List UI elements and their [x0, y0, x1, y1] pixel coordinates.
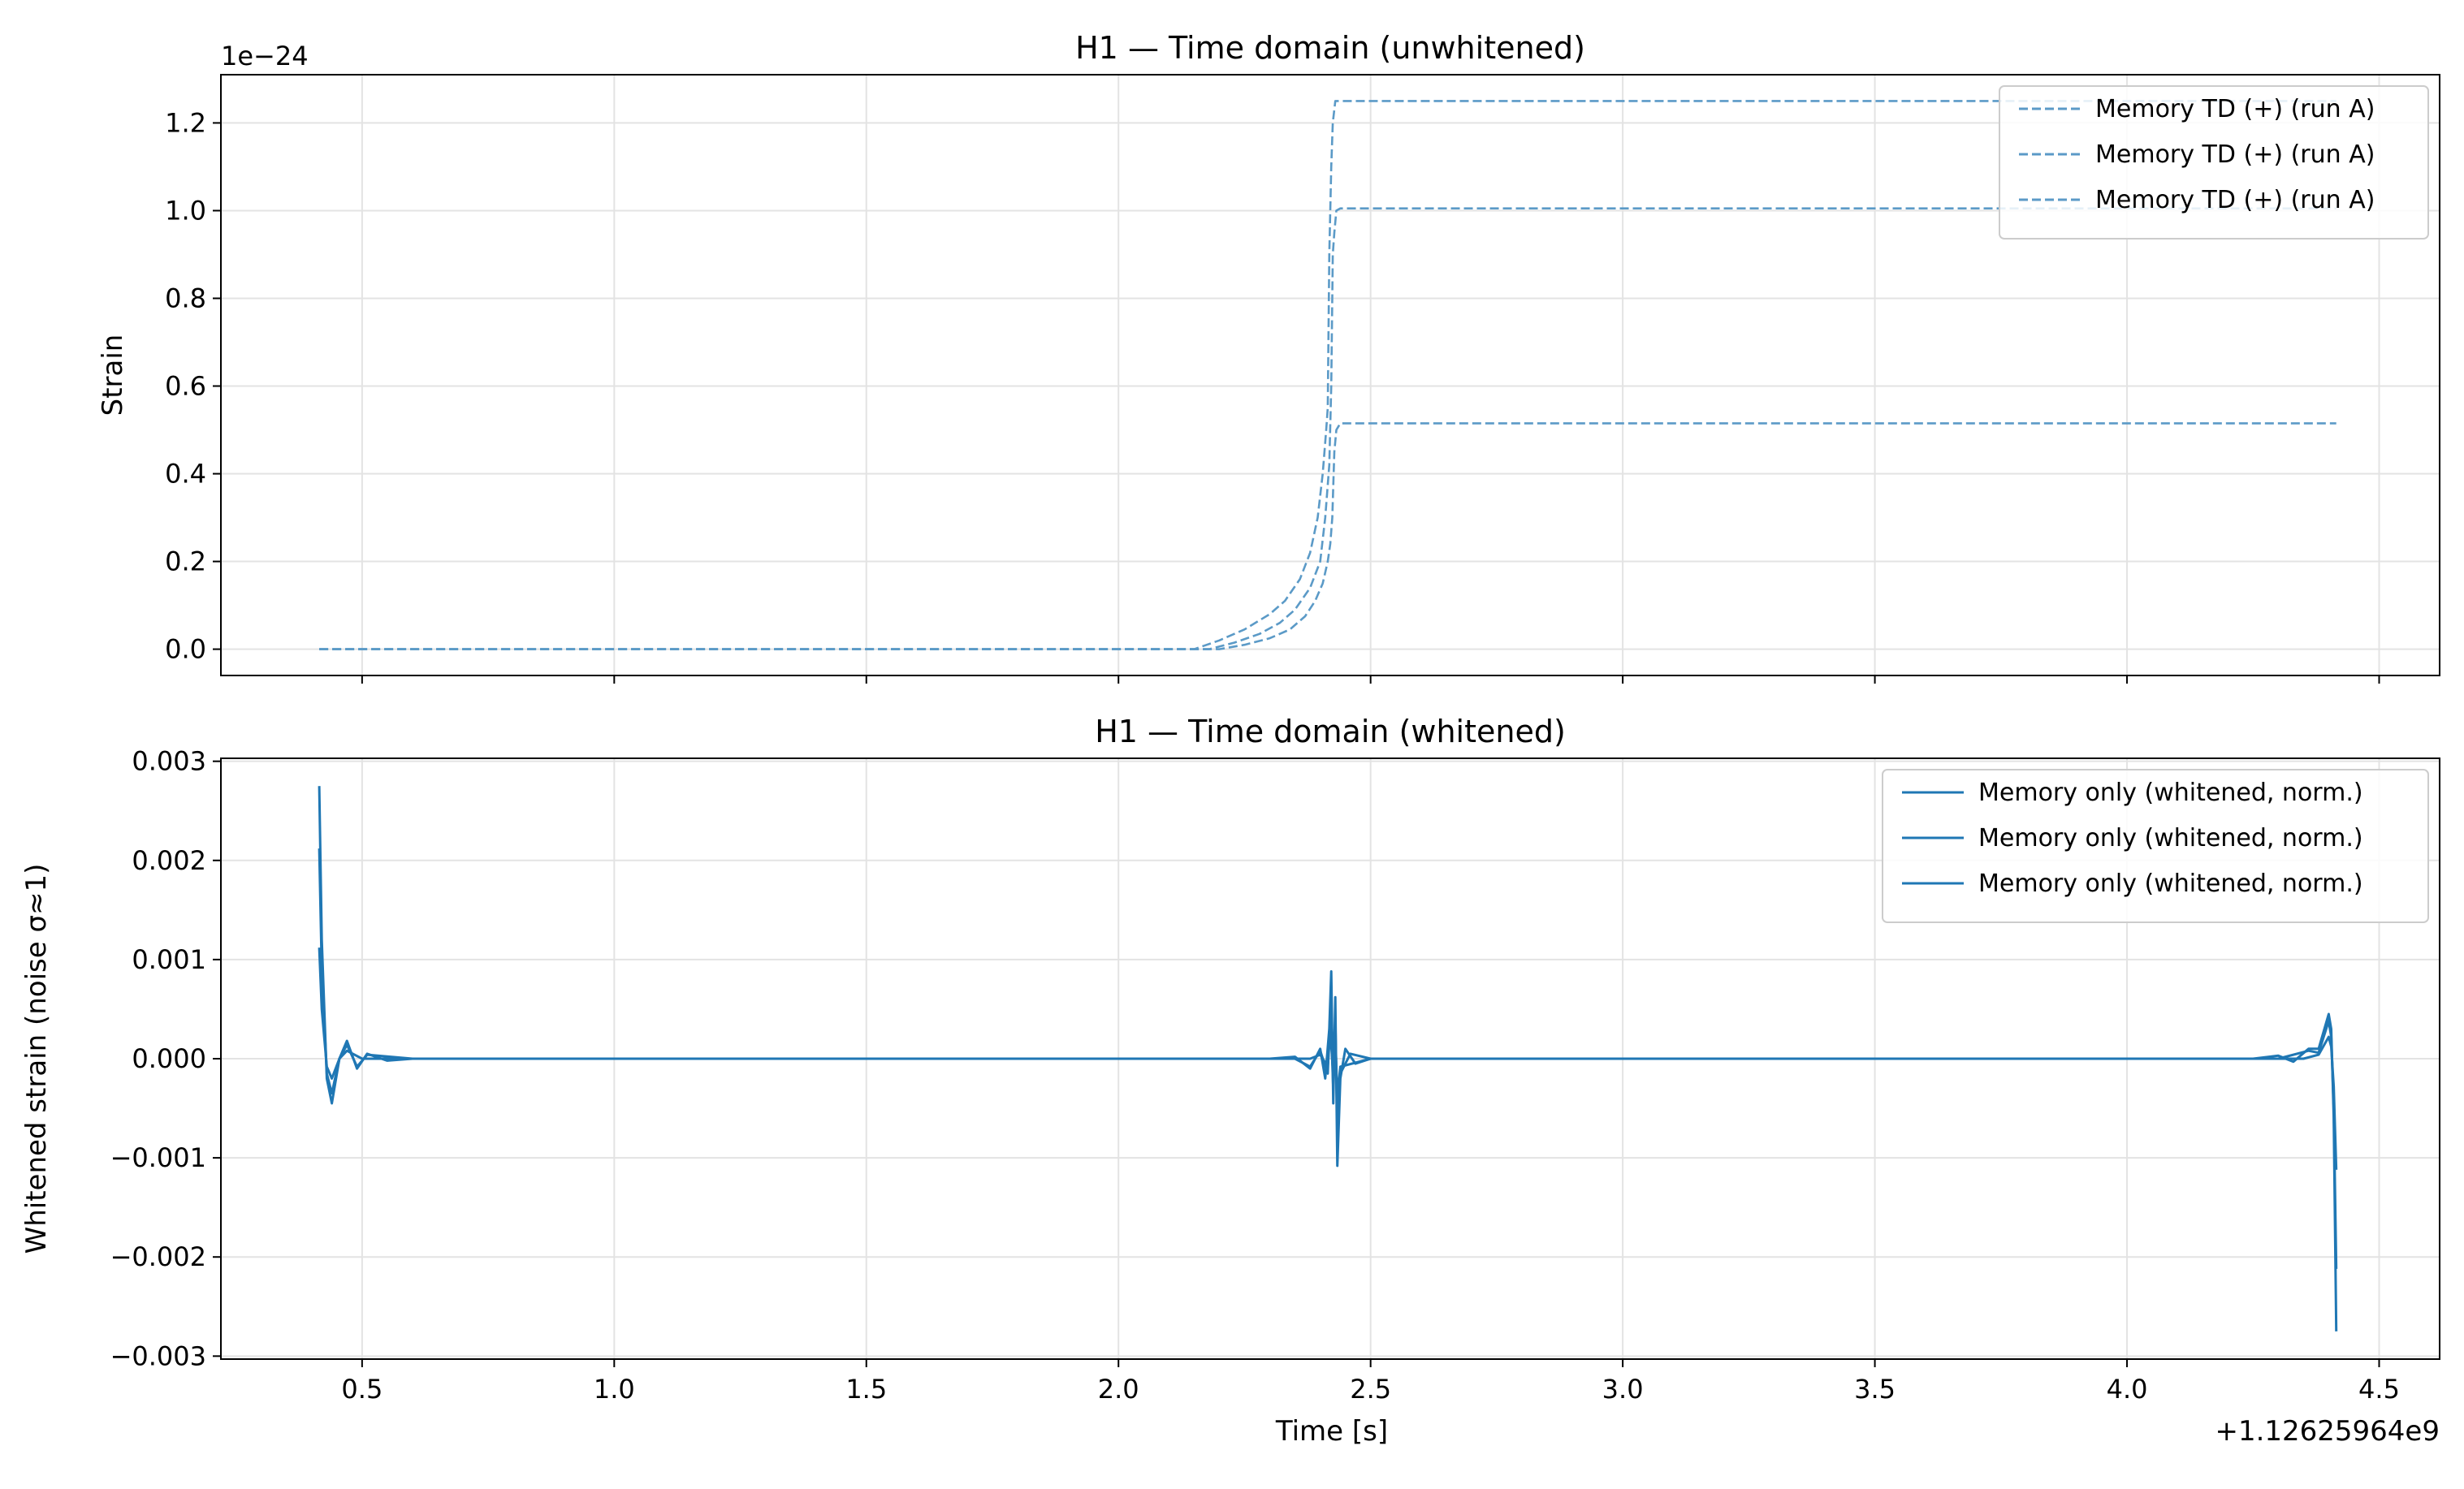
y-tick-label: 0.8 [165, 283, 206, 313]
x-tick-label: 2.0 [1098, 1374, 1139, 1405]
chart-title: H1 — Time domain (unwhitened) [1075, 30, 1585, 66]
y-tick-label: 0.4 [165, 459, 206, 490]
y-tick-label: −0.003 [110, 1340, 206, 1371]
series-line-1 [318, 848, 2338, 1269]
x-tick-label: 1.5 [845, 1374, 887, 1405]
x-axis-label: Time [s] [1275, 1415, 1388, 1448]
series-line-2 [318, 947, 2338, 1170]
chart-unwhitened: 0.0 0.2 0.4 0.6 0.8 1.0 1.2 H1 — Time domain (u… [97, 30, 2440, 684]
x-tick-label: 2.5 [1350, 1374, 1391, 1405]
x-tick-label: 3.5 [1854, 1374, 1896, 1405]
legend-label: Memory TD (+) (run A) [2095, 140, 2375, 169]
y-axis-label: Whitened strain (noise σ≈1) [20, 864, 53, 1254]
y-tick-label: 1.2 [165, 107, 206, 138]
x-tick-label: 1.0 [594, 1374, 635, 1405]
legend-box [1999, 85, 2429, 240]
legend: Memory TD (+) (run A) Memory TD (+) (run … [1999, 85, 2429, 240]
legend-label: Memory only (whitened, norm.) [1978, 824, 2363, 852]
x-tick-label: 4.0 [2107, 1374, 2148, 1405]
x-tick-label: 0.5 [341, 1374, 383, 1405]
y-tick-label: 0.001 [132, 944, 206, 975]
y-tick-label: 0.000 [132, 1043, 206, 1074]
y-axis-label: Strain [97, 334, 129, 416]
legend-label: Memory TD (+) (run A) [2095, 95, 2375, 123]
x-tick-label: 4.5 [2358, 1374, 2400, 1405]
y-tick-label: 1.0 [165, 195, 206, 226]
series-line-0 [319, 100, 2336, 650]
legend: Memory only (whitened, norm.) Memory only… [1882, 769, 2429, 923]
legend-box [1882, 769, 2429, 923]
axes-frame [220, 74, 2440, 676]
y-tick-label: 0.6 [165, 371, 206, 402]
legend-label: Memory only (whitened, norm.) [1978, 779, 2363, 807]
y-tick-label: 0.2 [165, 546, 206, 577]
series-line-1 [319, 207, 2336, 650]
y-tick-label: −0.002 [110, 1241, 206, 1272]
y-tick-label: 0.003 [132, 746, 206, 777]
y-tick-label: 0.002 [132, 845, 206, 876]
y-multiplier-label: 1e−24 [221, 41, 309, 71]
x-offset-label: +1.12625964e9 [2215, 1415, 2440, 1448]
y-tick-label: −0.001 [110, 1142, 206, 1173]
legend-label: Memory TD (+) (run A) [2095, 186, 2375, 214]
y-tick-label: 0.0 [165, 634, 206, 665]
chart-title: H1 — Time domain (whitened) [1095, 714, 1566, 749]
legend-label: Memory only (whitened, norm.) [1978, 870, 2363, 898]
x-tick-label: 3.0 [1602, 1374, 1644, 1405]
series-line-2 [319, 422, 2336, 650]
chart-whitened: 0.5 1.0 1.5 2.0 2.5 3.0 3.5 4.0 4.5 −0.003 −0.002 −… [20, 714, 2440, 1448]
